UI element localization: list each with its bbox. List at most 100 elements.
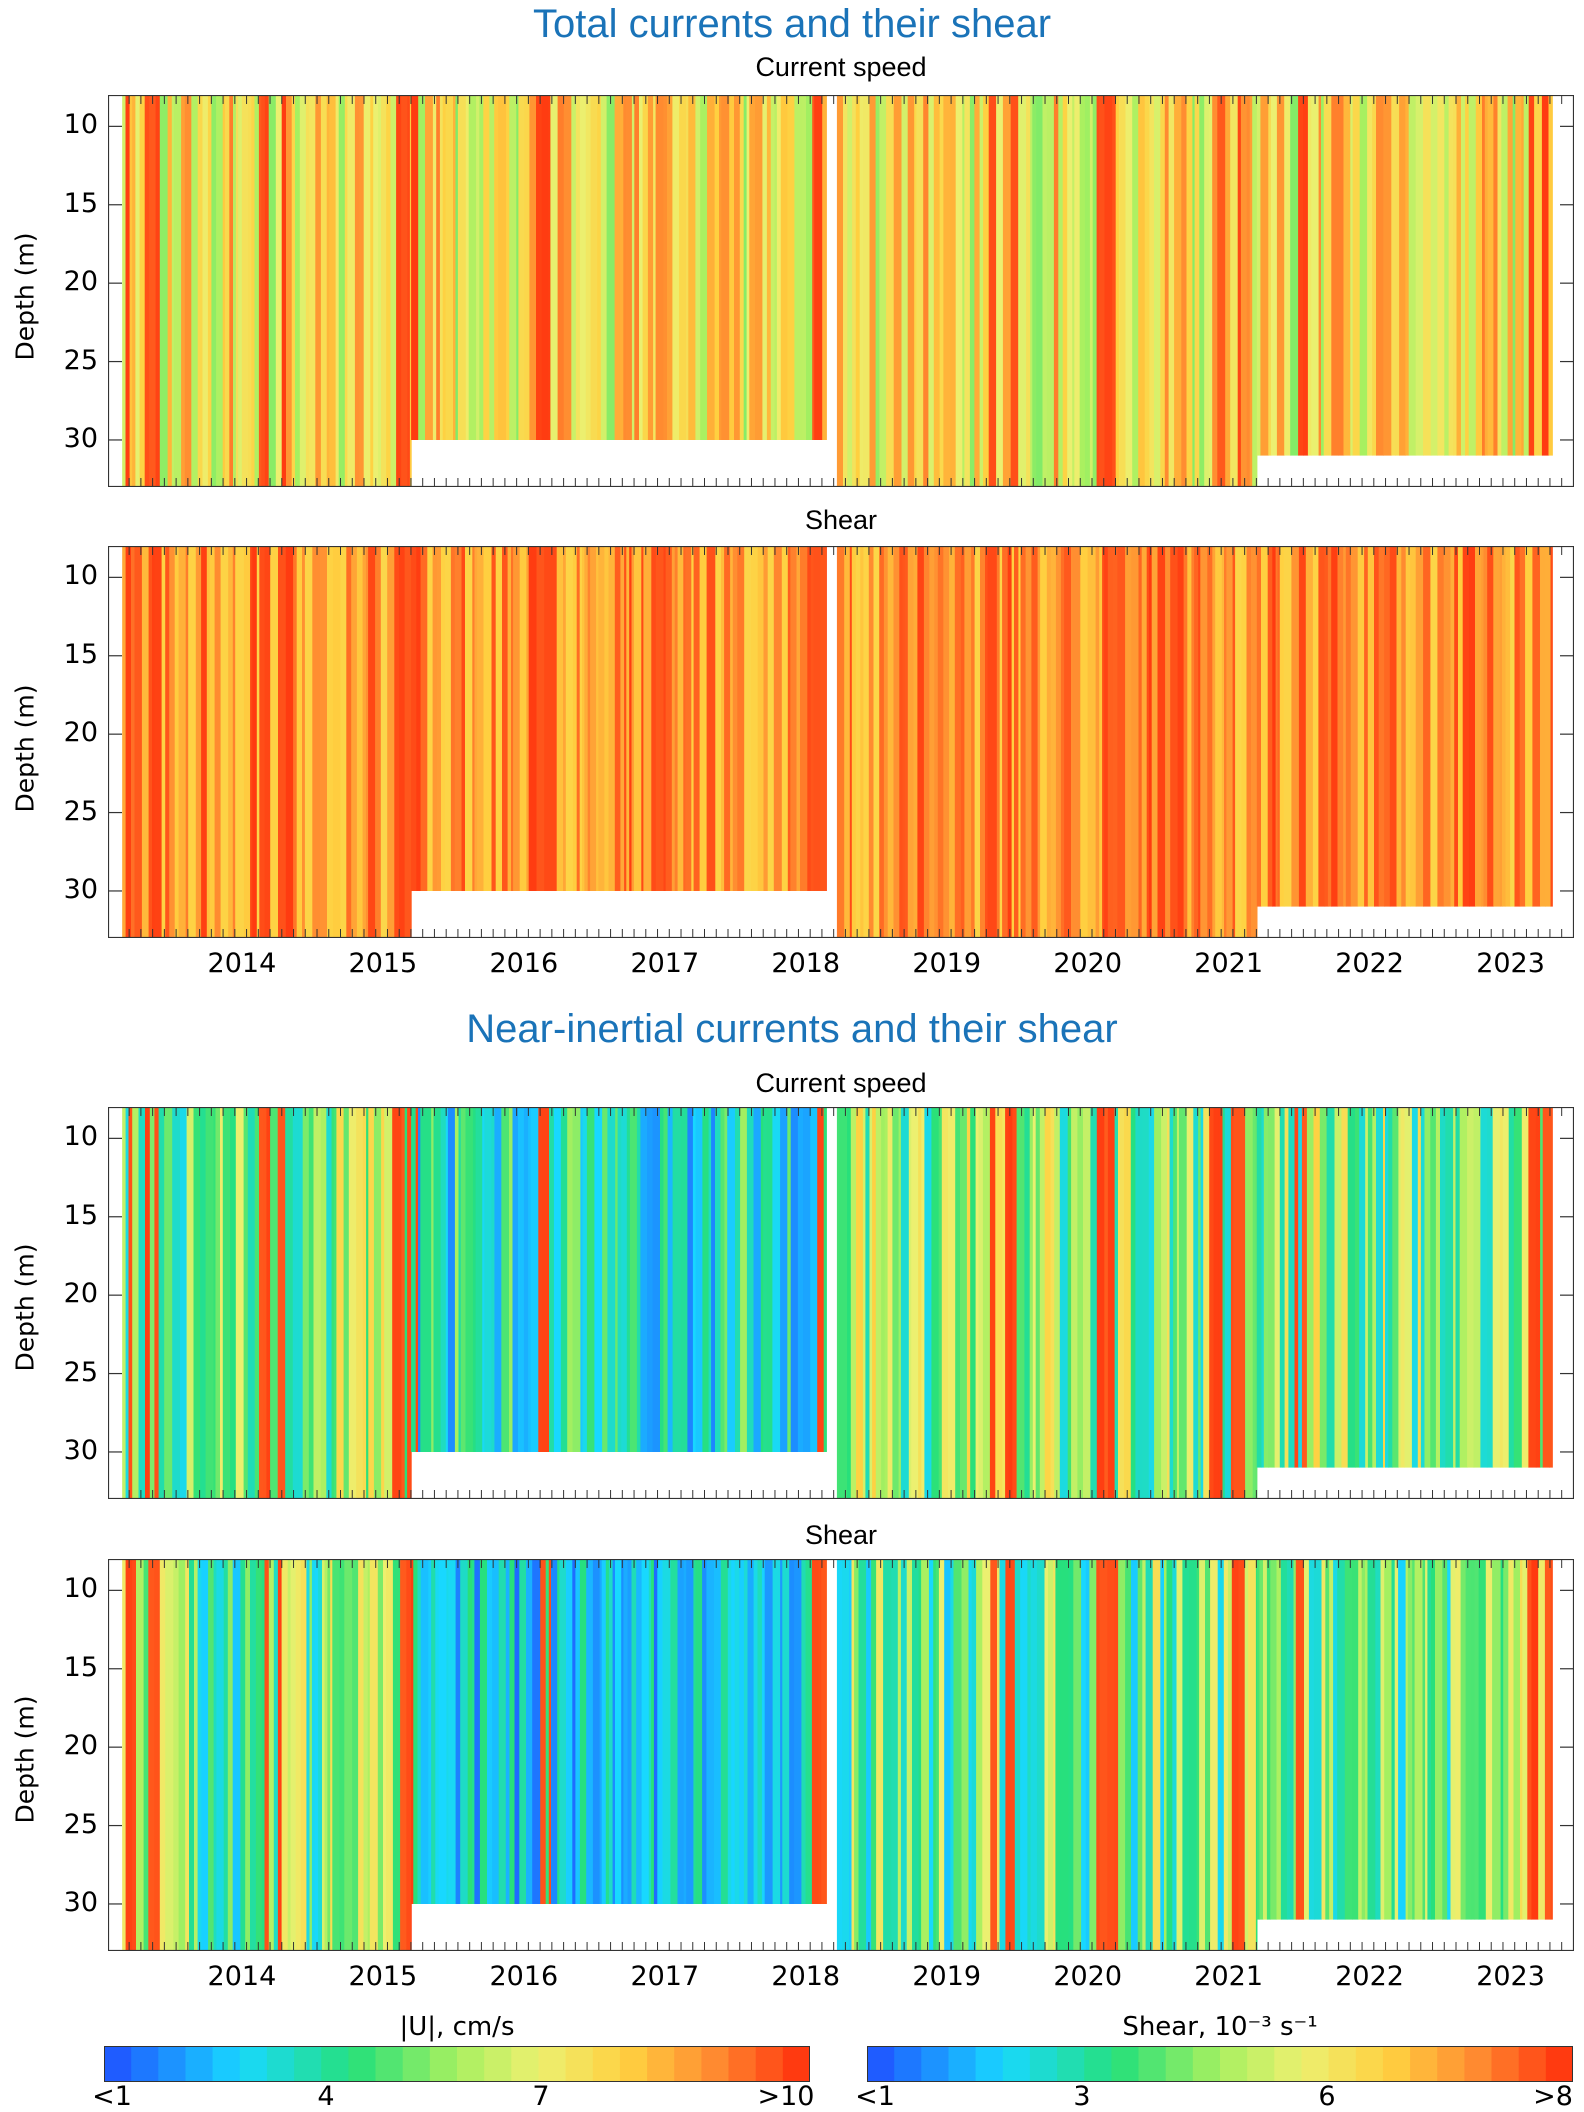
- heatmap-cell: [1170, 546, 1179, 938]
- heatmap-cell: [326, 95, 330, 487]
- heatmap-cell: [411, 546, 417, 891]
- colorbar1-tick-min: <1: [92, 2081, 132, 2112]
- y-tick-label: 20: [63, 1730, 98, 1762]
- heatmap-cell: [1444, 95, 1450, 456]
- heatmap-cell: [787, 546, 791, 891]
- heatmap-cell: [875, 1107, 882, 1499]
- heatmap-cell: [1288, 1107, 1296, 1468]
- heatmap-cell: [1107, 1107, 1116, 1499]
- heatmap-cell: [721, 95, 730, 440]
- heatmap-cell: [1149, 546, 1153, 938]
- heatmap-cell: [1540, 1107, 1544, 1468]
- heatmap-cell: [699, 546, 708, 891]
- heatmap-cell: [787, 1107, 792, 1452]
- heatmap-cell: [238, 95, 243, 487]
- colorbar-frame: [867, 2046, 1573, 2082]
- heatmap-cell: [1181, 95, 1187, 487]
- heatmap-cell: [125, 95, 131, 487]
- heatmap-cell: [193, 1107, 201, 1499]
- heatmap-cell: [1333, 1559, 1338, 1920]
- heatmap-cell: [241, 95, 249, 487]
- heatmap-cell: [1347, 1107, 1356, 1468]
- heatmap-cell: [836, 1559, 843, 1951]
- colorbar-swatch: [921, 2046, 949, 2082]
- heatmap-cell: [518, 95, 525, 440]
- heatmap-cell: [448, 1559, 457, 1904]
- heatmap-cell: [172, 1107, 181, 1499]
- heatmap-cell: [161, 546, 166, 938]
- heatmap-cell: [431, 1559, 436, 1904]
- heatmap-cell: [1267, 546, 1273, 907]
- heatmap-cell: [1367, 546, 1375, 907]
- heatmap-cell: [1519, 546, 1526, 907]
- heatmap-cell: [425, 95, 434, 440]
- colorbar-swatch: [1111, 2046, 1140, 2082]
- heatmap-cell: [148, 1559, 155, 1951]
- heatmap-cell: [1535, 1107, 1541, 1468]
- colorbar-swatch: [1084, 2046, 1112, 2082]
- y-tick-label: 20: [63, 266, 98, 298]
- heatmap-cell: [472, 1107, 477, 1452]
- heatmap-cell: [1227, 1559, 1233, 1951]
- heatmap-cell: [1058, 95, 1064, 487]
- heatmap-cell: [1035, 1107, 1041, 1499]
- heatmap-cell: [1099, 1559, 1108, 1951]
- heatmap-cell: [1198, 546, 1201, 938]
- heatmap-cell: [1092, 95, 1098, 487]
- heatmap-cell: [1148, 1107, 1155, 1499]
- heatmap-cell: [549, 1107, 555, 1452]
- heatmap-cell: [1031, 546, 1039, 938]
- x-tick-label: 2014: [207, 1961, 277, 1992]
- x-tick-label: 2019: [912, 948, 982, 979]
- colorbar-swatch: [321, 2046, 349, 2082]
- heatmap-cell: [985, 546, 989, 938]
- heatmap-cell: [1132, 95, 1139, 487]
- heatmap-cell: [418, 95, 426, 440]
- colorbar-swatch: [266, 2046, 295, 2082]
- heatmap-cell: [702, 1107, 710, 1452]
- heatmap-cell: [785, 1559, 790, 1904]
- heatmap-cell: [755, 95, 763, 440]
- heatmap-cell: [1482, 95, 1486, 456]
- heatmap-cell: [579, 1559, 587, 1904]
- heatmap-cell: [753, 1559, 758, 1904]
- heatmap-cell: [214, 546, 222, 938]
- heatmap-cell: [404, 1107, 408, 1499]
- heatmap-cell: [1055, 546, 1062, 938]
- colorbar-swatch: [1437, 2046, 1465, 2082]
- heatmap-cell: [1089, 95, 1094, 487]
- heatmap-cell: [1456, 95, 1462, 456]
- heatmap-cell: [615, 1559, 622, 1904]
- heatmap-cell: [1391, 1559, 1396, 1920]
- heatmap-cell: [691, 546, 695, 891]
- heatmap-cell: [652, 1107, 661, 1452]
- heatmap-cell: [1176, 1559, 1183, 1951]
- heatmap-cell: [1186, 1107, 1190, 1499]
- heatmap-cell: [185, 1559, 190, 1951]
- heatmap-cell: [302, 1107, 310, 1499]
- heatmap-cell: [582, 546, 585, 891]
- y-tick-label: 10: [63, 109, 98, 141]
- heatmap-cell: [858, 1559, 867, 1951]
- x-tick-label: 2022: [1335, 1961, 1404, 1992]
- heatmap-cell: [901, 95, 909, 487]
- heatmap-cell: [295, 1559, 302, 1951]
- heatmap-cell: [1246, 546, 1252, 938]
- heatmap-cell: [514, 1559, 520, 1904]
- heatmap-cell: [407, 1107, 412, 1499]
- heatmap-cell: [1104, 95, 1113, 487]
- heatmap-cell: [1279, 546, 1285, 907]
- heatmap-cell: [744, 546, 752, 891]
- heatmap-cell: [548, 95, 551, 440]
- heatmap-cell: [800, 546, 808, 891]
- heatmap-cell: [266, 1107, 271, 1499]
- colorbar-swatch: [867, 2046, 895, 2082]
- colorbar-swatch: [239, 2046, 268, 2082]
- heatmap-cell: [1301, 1107, 1308, 1468]
- heatmap-cell: [907, 95, 915, 487]
- heatmap-cell: [1026, 95, 1031, 487]
- heatmap-cell: [1487, 546, 1494, 907]
- heatmap-cell: [849, 1559, 853, 1951]
- heatmap-cell: [839, 1107, 848, 1499]
- heatmap-cell: [856, 1107, 864, 1499]
